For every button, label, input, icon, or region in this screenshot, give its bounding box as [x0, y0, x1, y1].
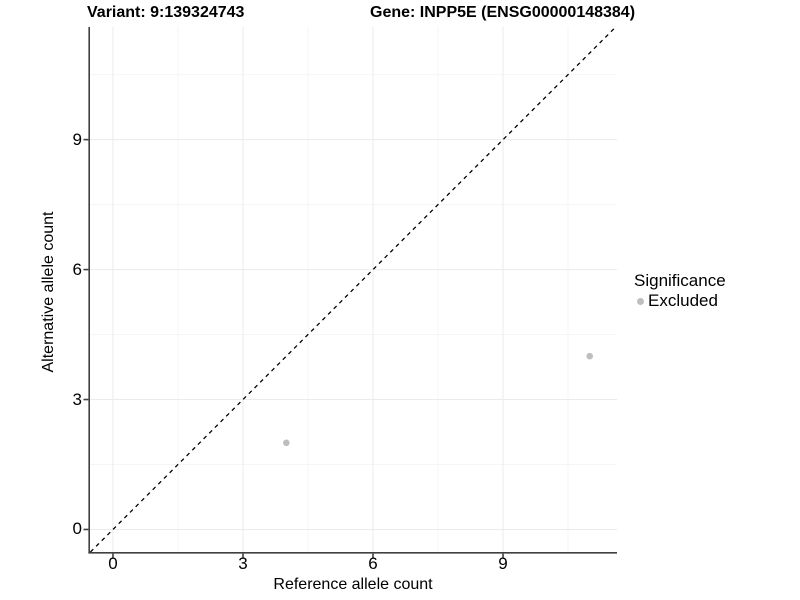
data-point — [283, 439, 290, 447]
y-tick-label: 3 — [72, 389, 82, 409]
data-point — [586, 352, 593, 360]
plot-title-gene: Gene: INPP5E (ENSG00000148384) — [370, 4, 636, 21]
x-axis-title: Reference allele count — [273, 576, 433, 593]
y-tick-label: 0 — [72, 519, 82, 539]
x-tick-label: 9 — [498, 554, 508, 573]
legend-item-excluded: Excluded — [634, 291, 726, 311]
y-tick-label: 9 — [72, 129, 82, 149]
identity-line — [89, 26, 617, 553]
x-tick-label: 3 — [238, 554, 248, 573]
y-axis-tick-labels: 0 3 6 9 — [0, 0, 82, 600]
y-tick-label: 6 — [72, 259, 82, 279]
x-tick-label: 6 — [368, 554, 378, 573]
legend: Significance Excluded — [634, 271, 726, 311]
legend-title: Significance — [634, 271, 726, 290]
legend-item-label: Excluded — [648, 291, 718, 310]
legend-point-swatch-icon — [637, 297, 644, 305]
x-tick-label: 0 — [108, 554, 118, 573]
x-axis-tick-labels: 0 3 6 9 — [0, 555, 800, 575]
y-axis-title: Alternative allele count — [40, 211, 57, 373]
plot-title-variant: Variant: 9:139324743 — [87, 4, 245, 21]
